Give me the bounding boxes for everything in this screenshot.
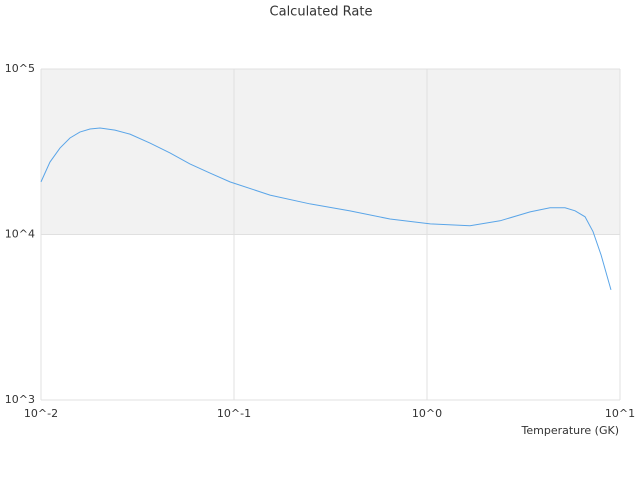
y-tick-label: 10^3 — [5, 393, 35, 406]
x-tick-label: 10^-1 — [217, 407, 251, 420]
chart-title: Calculated Rate — [270, 5, 373, 20]
band — [41, 69, 620, 235]
x-tick-label: 10^-2 — [24, 407, 58, 420]
x-tick-label: 10^0 — [412, 407, 442, 420]
y-tick-label: 10^4 — [5, 228, 35, 241]
y-tick-label: 10^5 — [5, 62, 35, 75]
data-line — [40, 127, 612, 290]
x-tick-label: 10^1 — [605, 407, 635, 420]
x-axis-label: Temperature (GK) — [521, 424, 620, 437]
